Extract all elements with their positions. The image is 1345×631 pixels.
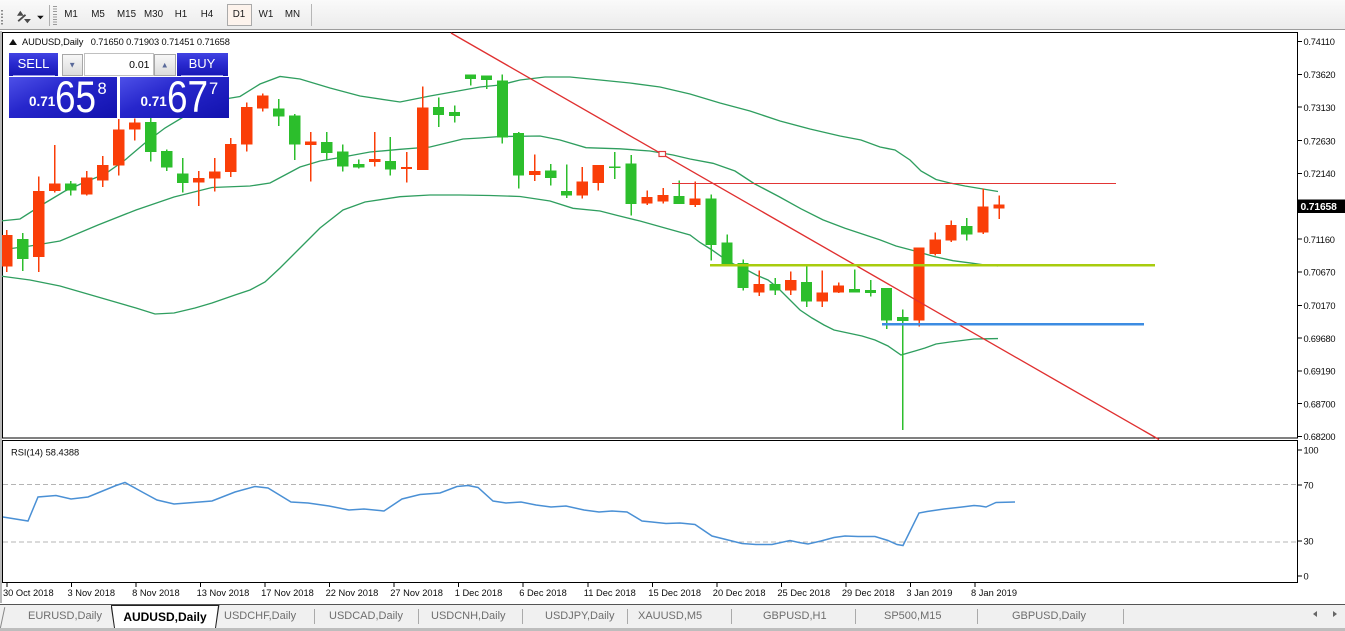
svg-text:13 Nov 2018: 13 Nov 2018 bbox=[197, 588, 250, 598]
svg-text:6 Dec 2018: 6 Dec 2018 bbox=[519, 588, 567, 598]
svg-text:100: 100 bbox=[1304, 446, 1319, 456]
svg-text:22 Nov 2018: 22 Nov 2018 bbox=[326, 588, 379, 598]
svg-text:0.70670: 0.70670 bbox=[1304, 268, 1336, 278]
svg-text:0.68200: 0.68200 bbox=[1304, 432, 1336, 442]
svg-text:0.69190: 0.69190 bbox=[1304, 367, 1336, 377]
svg-text:29 Dec 2018: 29 Dec 2018 bbox=[842, 588, 895, 598]
svg-text:RSI(14) 58.4388: RSI(14) 58.4388 bbox=[11, 448, 79, 458]
svg-text:0.71658: 0.71658 bbox=[1301, 202, 1338, 213]
svg-text:25 Dec 2018: 25 Dec 2018 bbox=[777, 588, 830, 598]
svg-text:0.72630: 0.72630 bbox=[1304, 136, 1336, 146]
svg-text:30 Oct 2018: 30 Oct 2018 bbox=[3, 588, 54, 598]
svg-text:8 Jan 2019: 8 Jan 2019 bbox=[971, 588, 1017, 598]
svg-text:1 Dec 2018: 1 Dec 2018 bbox=[455, 588, 503, 598]
svg-text:0.74110: 0.74110 bbox=[1304, 37, 1335, 47]
svg-text:27 Nov 2018: 27 Nov 2018 bbox=[390, 588, 443, 598]
svg-text:3 Jan 2019: 3 Jan 2019 bbox=[906, 588, 952, 598]
svg-text:70: 70 bbox=[1304, 481, 1314, 491]
svg-text:8 Nov 2018: 8 Nov 2018 bbox=[132, 588, 180, 598]
svg-text:15 Dec 2018: 15 Dec 2018 bbox=[648, 588, 701, 598]
svg-text:0.73620: 0.73620 bbox=[1304, 70, 1336, 80]
svg-text:0.71160: 0.71160 bbox=[1304, 235, 1335, 245]
svg-text:0.68700: 0.68700 bbox=[1304, 400, 1336, 410]
svg-text:0.69680: 0.69680 bbox=[1304, 334, 1336, 344]
svg-text:11 Dec 2018: 11 Dec 2018 bbox=[584, 588, 636, 598]
svg-text:0.72140: 0.72140 bbox=[1304, 169, 1336, 179]
svg-text:20 Dec 2018: 20 Dec 2018 bbox=[713, 588, 766, 598]
svg-text:30: 30 bbox=[1304, 537, 1314, 547]
svg-text:0.73130: 0.73130 bbox=[1304, 103, 1336, 113]
svg-text:0: 0 bbox=[1304, 572, 1309, 582]
svg-text:3 Nov 2018: 3 Nov 2018 bbox=[68, 588, 116, 598]
svg-text:17 Nov 2018: 17 Nov 2018 bbox=[261, 588, 314, 598]
svg-text:0.70170: 0.70170 bbox=[1304, 301, 1336, 311]
